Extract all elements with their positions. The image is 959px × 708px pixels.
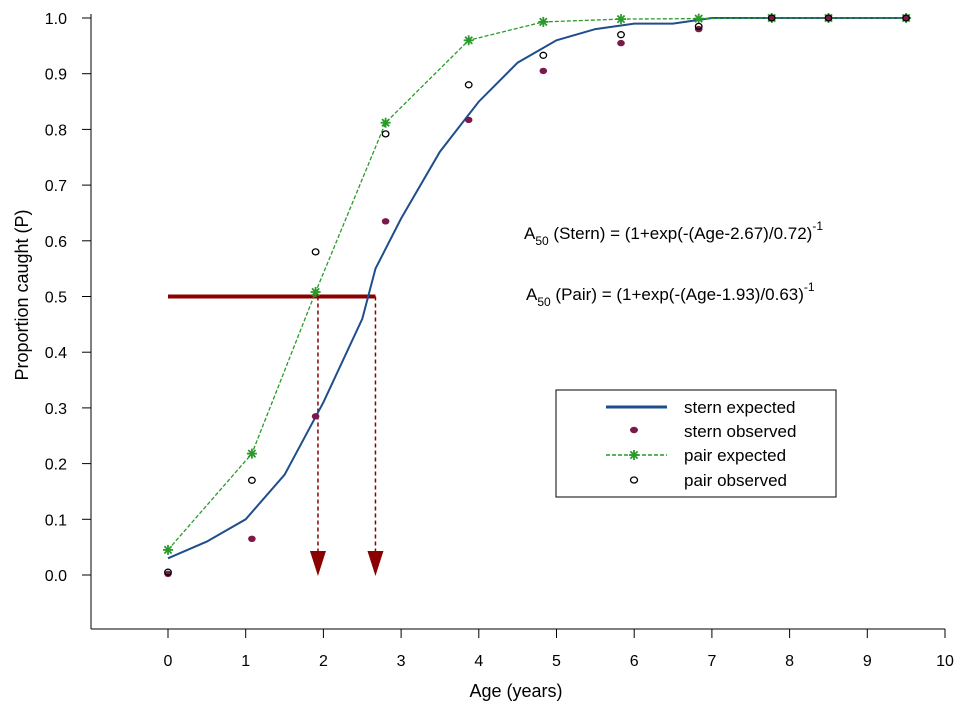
stern-formula: A50 (Stern) = (1+exp(-(Age-2.67)/0.72)-1 bbox=[524, 219, 823, 248]
legend-swatch-pair-expected-marker bbox=[629, 450, 639, 460]
y-tick-label: 0.7 bbox=[45, 178, 67, 195]
stern-observed-point bbox=[311, 413, 320, 420]
pair-expected-point bbox=[310, 287, 321, 297]
y-tick-label: 0.5 bbox=[45, 290, 67, 307]
series-layer bbox=[163, 13, 912, 578]
axes: 0 1 2 3 4 5 6 7 8 9 10 0.0 0.1 0.2 0.3 0.4 0.5 0.6 0.7 0.8 0… bbox=[45, 11, 954, 670]
legend-label-stern-expected: stern expected bbox=[684, 398, 796, 417]
pair-expected-point bbox=[163, 544, 173, 555]
pair-formula: A50 (Pair) = (1+exp(-(Age-1.93)/0.63)-1 bbox=[526, 280, 815, 309]
pair-expected-point bbox=[616, 14, 626, 25]
pair-a50-arrowhead bbox=[309, 551, 326, 576]
stern-observed-point bbox=[767, 14, 776, 22]
reference-lines bbox=[168, 294, 384, 576]
x-tick-label: 8 bbox=[785, 653, 794, 670]
legend-swatch-stern-observed bbox=[630, 426, 638, 434]
stern-observed-point bbox=[464, 116, 473, 124]
stern-observed-point bbox=[902, 14, 910, 22]
legend-label-pair-expected: pair expected bbox=[684, 446, 786, 465]
stern-a50-arrowhead bbox=[367, 551, 384, 576]
stern-observed-point bbox=[381, 218, 390, 225]
legend-box bbox=[555, 389, 837, 498]
pair-expected-point bbox=[380, 117, 391, 128]
x-tick-label: 6 bbox=[630, 653, 639, 670]
stern-observed-point bbox=[539, 67, 548, 75]
pair-observed-point bbox=[617, 31, 625, 39]
stern-observed-point bbox=[824, 14, 833, 22]
stern-observed-point bbox=[617, 39, 625, 47]
pair-observed-point bbox=[694, 22, 703, 31]
x-tick-label: 7 bbox=[707, 653, 716, 670]
legend: stern expected stern observed pair expec… bbox=[555, 389, 837, 498]
pair-observed-point bbox=[902, 14, 911, 22]
legend-label-pair-observed: pair observed bbox=[684, 471, 787, 490]
y-tick-label: 0.9 bbox=[45, 67, 67, 84]
x-tick-label: 0 bbox=[164, 653, 173, 670]
legend-label-stern-observed: stern observed bbox=[684, 422, 796, 441]
pair-observed-point bbox=[464, 81, 473, 89]
x-tick-label: 10 bbox=[936, 653, 954, 670]
x-axis-label: Age (years) bbox=[469, 681, 562, 701]
pair-expected-point bbox=[246, 448, 257, 459]
pair-expected-point bbox=[463, 35, 474, 46]
y-tick-label: 0.8 bbox=[45, 122, 67, 139]
y-tick-label: 0.2 bbox=[45, 457, 67, 474]
pair-expected-point bbox=[693, 13, 704, 24]
pair-observed-point bbox=[164, 568, 172, 576]
pair-observed-point bbox=[767, 14, 776, 22]
pair-observed-point bbox=[824, 14, 833, 22]
y-tick-label: 0.3 bbox=[45, 401, 67, 418]
y-axis-label: Proportion caught (P) bbox=[12, 209, 32, 380]
x-tick-label: 3 bbox=[397, 653, 406, 670]
x-tick-label: 9 bbox=[863, 653, 872, 670]
y-tick-label: 0.1 bbox=[45, 512, 67, 529]
y-tick-label: 0.4 bbox=[45, 345, 67, 362]
pair-observed-point bbox=[539, 51, 548, 59]
x-tick-label: 1 bbox=[241, 653, 250, 670]
stern-observed-point bbox=[248, 535, 256, 542]
pair-observed-point bbox=[311, 248, 320, 256]
legend-swatch-pair-observed bbox=[629, 476, 639, 484]
x-tick-label: 5 bbox=[552, 653, 561, 670]
pair-observed-point bbox=[247, 476, 256, 484]
x-tick-label: 4 bbox=[474, 653, 483, 670]
pair-observed-point bbox=[381, 130, 390, 138]
y-tick-label: 1.0 bbox=[45, 11, 67, 28]
y-tick-label: 0.0 bbox=[45, 568, 67, 585]
pair-expected-point bbox=[538, 16, 549, 27]
y-tick-label: 0.6 bbox=[45, 234, 67, 251]
x-tick-label: 2 bbox=[319, 653, 328, 670]
